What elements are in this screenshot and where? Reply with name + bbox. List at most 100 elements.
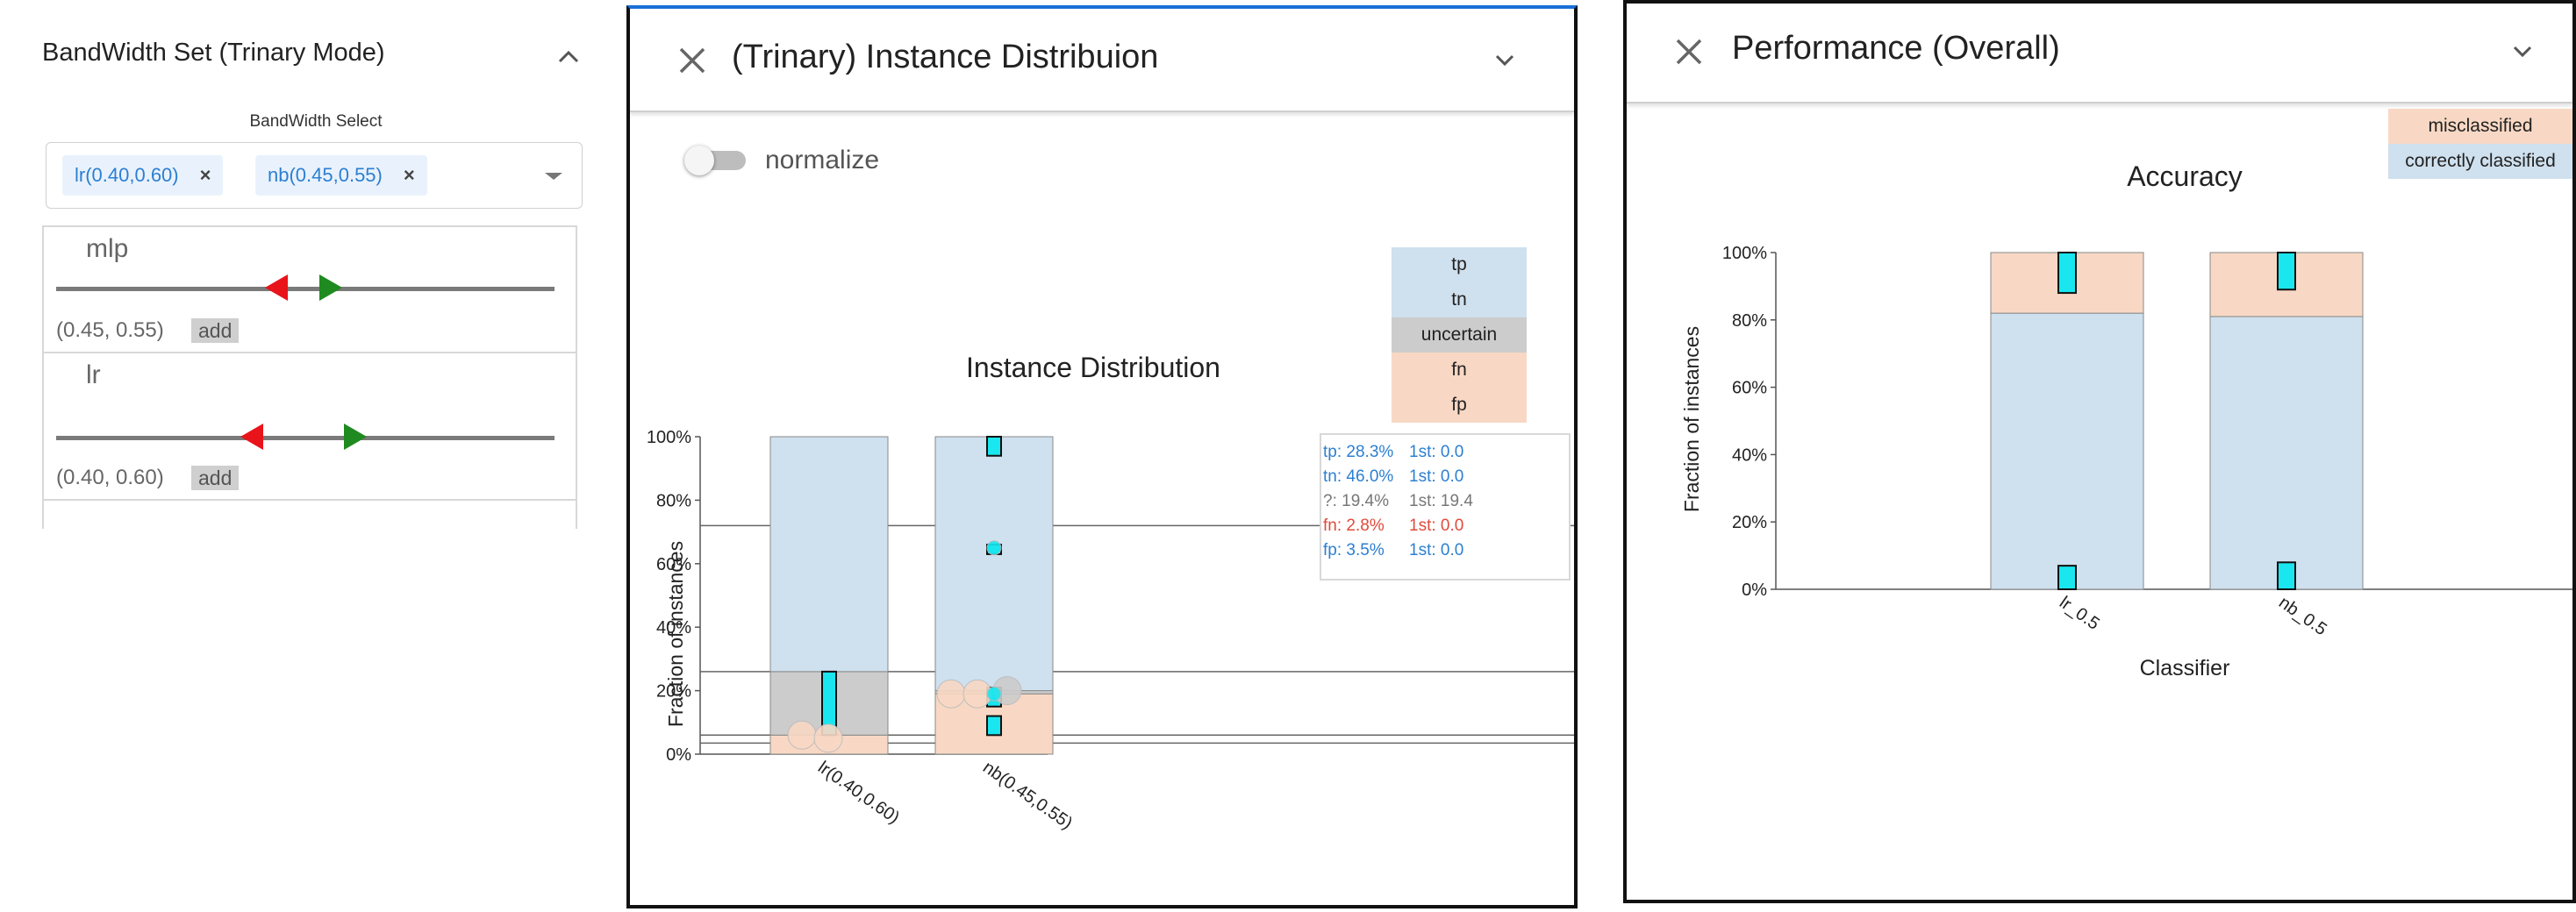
chip-remove-icon[interactable]: × <box>403 164 415 186</box>
x-tick-label: nb(0.45,0.55) <box>979 758 1076 833</box>
accuracy-chart: Accuracy Fraction of instances Classifie… <box>1680 160 2572 680</box>
legend-label: fp <box>1451 395 1467 415</box>
stats-box: tp: 28.3% 1st: 0.0 tn: 46.0% 1st: 0.0 ?: 1… <box>1320 433 1571 581</box>
chip-label: lr(0.40,0.60) <box>75 164 179 186</box>
y-tick-label: 0% <box>666 745 691 765</box>
y-tick-label: 100% <box>647 428 691 447</box>
chevron-down-icon[interactable] <box>1490 46 1520 75</box>
bandwidth-section-title: BandWidth Set (Trinary Mode) <box>42 39 385 67</box>
x-tick-label: lr_0.5 <box>2056 593 2103 634</box>
stat-value: tn: 46.0% <box>1323 467 1394 486</box>
slider-range-value: (0.45, 0.55) <box>56 318 164 342</box>
y-axis-label: Fraction of instances <box>1680 326 1703 512</box>
highlight-mark <box>2057 565 2077 590</box>
legend-label: tp <box>1451 254 1467 274</box>
instance-dot <box>986 686 1002 702</box>
y-tick-label: 20% <box>1732 513 1767 532</box>
x-axis-label: Classifier <box>2140 656 2230 680</box>
y-tick-label: 0% <box>1742 581 1767 600</box>
high-threshold-handle-icon[interactable] <box>342 422 369 452</box>
highlight-mark <box>986 436 1002 457</box>
stat-first: 1st: 19.4 <box>1409 492 1473 510</box>
window-header: Performance (Overall) <box>1627 4 2572 103</box>
stat-first: 1st: 0.0 <box>1409 467 1464 486</box>
add-button[interactable]: add <box>191 466 240 490</box>
chip-remove-icon[interactable]: × <box>199 164 211 186</box>
x-tick-label: nb_0.5 <box>2275 593 2330 639</box>
chip-lr: lr(0.40,0.60) × <box>62 155 224 196</box>
stat-value: ?: 19.4% <box>1323 492 1389 510</box>
chip-label: nb(0.45,0.55) <box>268 164 383 186</box>
bar-segment <box>2209 316 2364 590</box>
window-header: (Trinary) Instance Distribuion <box>630 9 1574 112</box>
highlight-mark <box>2277 252 2296 291</box>
close-icon[interactable] <box>677 46 707 75</box>
toggle-knob <box>684 146 714 175</box>
low-threshold-handle-icon[interactable] <box>263 273 290 303</box>
legend-misclassified: misclassified <box>2388 109 2572 144</box>
stats-row-fp: fp: 3.5% 1st: 0.0 <box>1323 538 1569 563</box>
instance-distribution-chart: Instance Distribution Fraction of instan… <box>647 352 1574 833</box>
stat-first: 1st: 0.0 <box>1409 517 1464 535</box>
stat-value: tp: 28.3% <box>1323 443 1394 461</box>
stat-first: 1st: 0.0 <box>1409 443 1464 461</box>
slider-name: mlp <box>86 234 129 263</box>
y-tick-label: 80% <box>656 491 691 510</box>
legend-uncertain: uncertain <box>1392 317 1527 353</box>
chevron-down-icon[interactable] <box>2508 37 2537 67</box>
instance-dot <box>986 540 1002 556</box>
close-icon[interactable] <box>1674 37 1704 67</box>
bandwidth-select-label: BandWidth Select <box>249 112 383 131</box>
highlight-mark <box>2277 561 2296 590</box>
legend-label: uncertain <box>1420 324 1498 345</box>
legend-label: tn <box>1451 289 1467 310</box>
stats-row-tn: tn: 46.0% 1st: 0.0 <box>1323 465 1569 489</box>
chip-nb: nb(0.45,0.55) × <box>255 155 427 196</box>
low-threshold-handle-icon[interactable] <box>239 422 265 452</box>
y-tick-label: 40% <box>656 618 691 638</box>
stats-row-uncertain: ?: 19.4% 1st: 19.4 <box>1323 489 1569 514</box>
y-axis-label: Fraction of instances <box>664 541 687 727</box>
bandwidth-panel: BandWidth Set (Trinary Mode) BandWidth S… <box>0 0 614 544</box>
slider-track[interactable] <box>56 436 555 440</box>
dropdown-caret-icon[interactable] <box>543 166 564 187</box>
high-threshold-handle-icon[interactable] <box>318 273 344 303</box>
legend-tp: tp <box>1392 247 1527 282</box>
slider-range-value: (0.40, 0.60) <box>56 466 164 489</box>
instance-dot <box>936 679 966 709</box>
y-tick-label: 60% <box>656 555 691 574</box>
legend-correctly-classified: correctly classified <box>2388 144 2572 179</box>
instance-dot <box>787 720 817 750</box>
slider-card-lr: lr (0.40, 0.60) add <box>42 352 577 501</box>
slider-track[interactable] <box>56 287 555 291</box>
y-tick-label: 100% <box>1722 244 1767 263</box>
y-tick-label: 40% <box>1732 445 1767 465</box>
slider-name: lr <box>86 360 101 389</box>
stat-value: fp: 3.5% <box>1323 541 1385 559</box>
collapse-caret-icon[interactable] <box>551 39 586 74</box>
y-tick-label: 60% <box>1732 379 1767 398</box>
legend-label: misclassified <box>2428 116 2533 136</box>
legend-label: correctly classified <box>2405 151 2556 171</box>
legend-label: fn <box>1451 360 1467 380</box>
bar-segment <box>769 436 889 673</box>
add-button[interactable]: add <box>191 318 240 343</box>
instance-distribution-window: (Trinary) Instance Distribuion normalize… <box>626 5 1578 908</box>
bar-segment <box>1990 312 2144 590</box>
normalize-label: normalize <box>765 146 880 175</box>
legend-fn: fn <box>1392 353 1527 388</box>
y-tick-label: 80% <box>1732 311 1767 331</box>
slider-card-mlp: mlp (0.45, 0.55) add <box>42 225 577 353</box>
stat-value: fn: 2.8% <box>1323 517 1385 535</box>
bandwidth-multiselect[interactable]: lr(0.40,0.60) × nb(0.45,0.55) × <box>46 142 583 209</box>
stat-first: 1st: 0.0 <box>1409 541 1464 559</box>
x-tick-label: lr(0.40,0.60) <box>814 758 903 828</box>
stats-row-fn: fn: 2.8% 1st: 0.0 <box>1323 514 1569 538</box>
instance-dot <box>813 723 843 753</box>
window-title: Performance (Overall) <box>1732 30 2060 67</box>
normalize-toggle[interactable] <box>684 146 749 175</box>
slider-card-partial <box>42 499 577 529</box>
window-title: (Trinary) Instance Distribuion <box>732 39 1159 75</box>
y-tick-label: 20% <box>656 682 691 702</box>
performance-window: Performance (Overall) misclassified corr… <box>1623 0 2576 903</box>
